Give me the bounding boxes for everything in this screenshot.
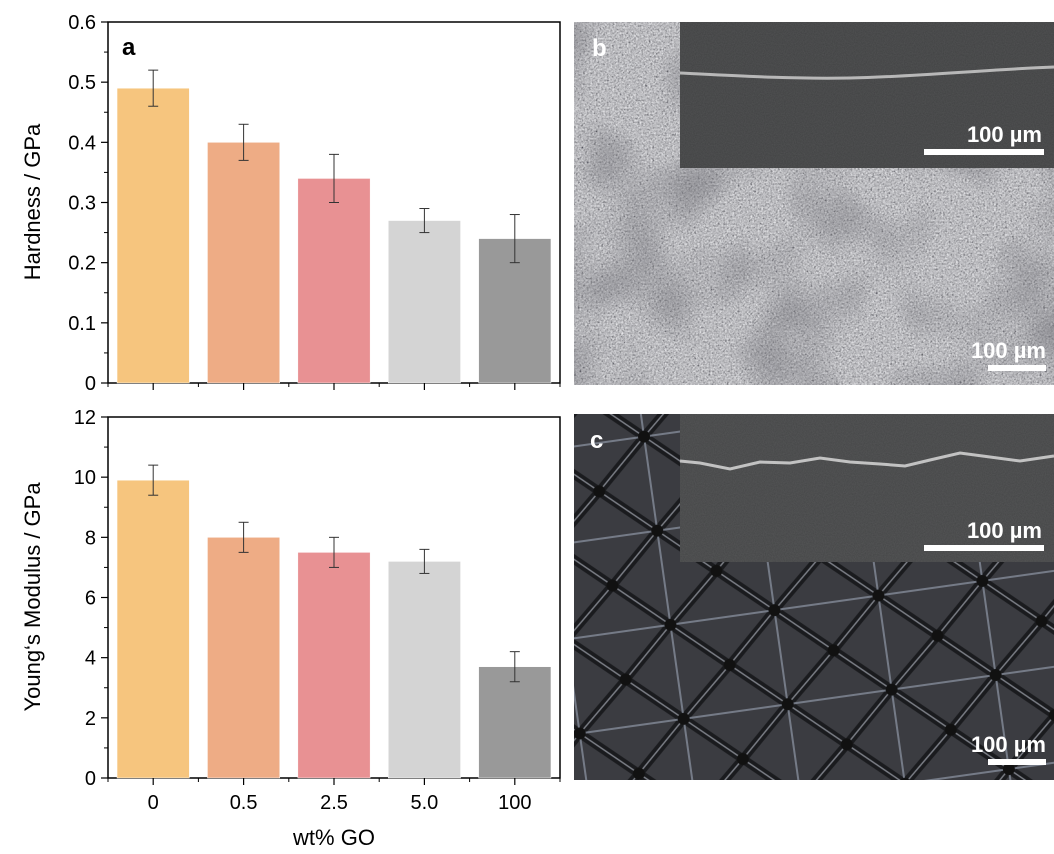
y-tick-label: 6 [85, 588, 96, 610]
y-tick-label: 0.6 [68, 12, 96, 34]
y-tick-label: 0.4 [68, 132, 96, 154]
y-tick-label: 4 [85, 648, 96, 670]
inset-scale-label: 100 µm [967, 518, 1042, 543]
film-edge-line [679, 65, 1054, 80]
hardness-chart: 0 0.1 0.2 0.3 0.4 0.5 0.6 a Hardness / GPa [20, 12, 561, 395]
inset-scale-bar [924, 545, 1044, 551]
panel-label-c: c [590, 427, 603, 454]
x-tick-label: 0.5 [230, 792, 258, 814]
bar-group [116, 479, 552, 779]
y-tick-label: 12 [74, 407, 96, 429]
bar [478, 666, 552, 779]
y-tick-label: 0.5 [68, 72, 96, 94]
x-tick-label: 100 [498, 792, 531, 814]
y-tick-label: 0 [85, 373, 96, 395]
film-edge-line [679, 451, 1054, 471]
bar [297, 178, 371, 384]
y-axis-label: Young‘s Modulus / GPa [20, 482, 45, 712]
y-tick-label: 10 [74, 467, 96, 489]
main-scale-label: 100 µm [971, 338, 1046, 363]
bar [207, 537, 281, 779]
bar [207, 142, 281, 384]
bar [387, 561, 461, 779]
x-tick-label: 2.5 [320, 792, 348, 814]
error-bar-group [148, 464, 520, 683]
main-scale-bar [988, 759, 1046, 765]
bar [116, 87, 190, 384]
bar [387, 220, 461, 384]
y-axis-label: Hardness / GPa [20, 123, 45, 280]
bar-group [116, 87, 552, 384]
y-tick-label: 0.2 [68, 253, 96, 275]
bar [116, 479, 190, 779]
main-scale-bar [988, 365, 1046, 371]
error-bar-group [148, 69, 520, 264]
micrograph-c: c 100 µm 100 µm [574, 414, 1054, 780]
y-tick-label: 2 [85, 708, 96, 730]
inset-scale-bar [924, 149, 1044, 155]
y-axis-ticks: 0 2 4 6 8 10 12 [74, 407, 108, 790]
y-tick-label: 0.3 [68, 193, 96, 215]
x-tick-label: 5.0 [410, 792, 438, 814]
modulus-chart: 0 2 4 6 8 10 12 0 0.5 2.5 5.0 100 Young‘s Modulus … [20, 407, 561, 850]
y-tick-label: 0 [85, 768, 96, 790]
main-scale-label: 100 µm [971, 732, 1046, 757]
x-axis-ticks: 0 0.5 2.5 5.0 100 [107, 778, 561, 814]
inset-scale-label: 100 µm [967, 122, 1042, 147]
sem-noise [680, 22, 1054, 168]
x-tick-label: 0 [148, 792, 159, 814]
panel-label-a: a [122, 34, 136, 61]
x-axis-ticks [107, 383, 561, 390]
y-axis-ticks: 0 0.1 0.2 0.3 0.4 0.5 0.6 [68, 12, 108, 395]
y-tick-label: 8 [85, 527, 96, 549]
bar [297, 552, 371, 779]
micrograph-b: b 100 µm 100 µm [574, 22, 1054, 385]
panel-label-b: b [592, 35, 607, 62]
sem-noise [680, 414, 1054, 562]
y-tick-label: 0.1 [68, 313, 96, 335]
x-axis-label: wt% GO [292, 825, 375, 850]
